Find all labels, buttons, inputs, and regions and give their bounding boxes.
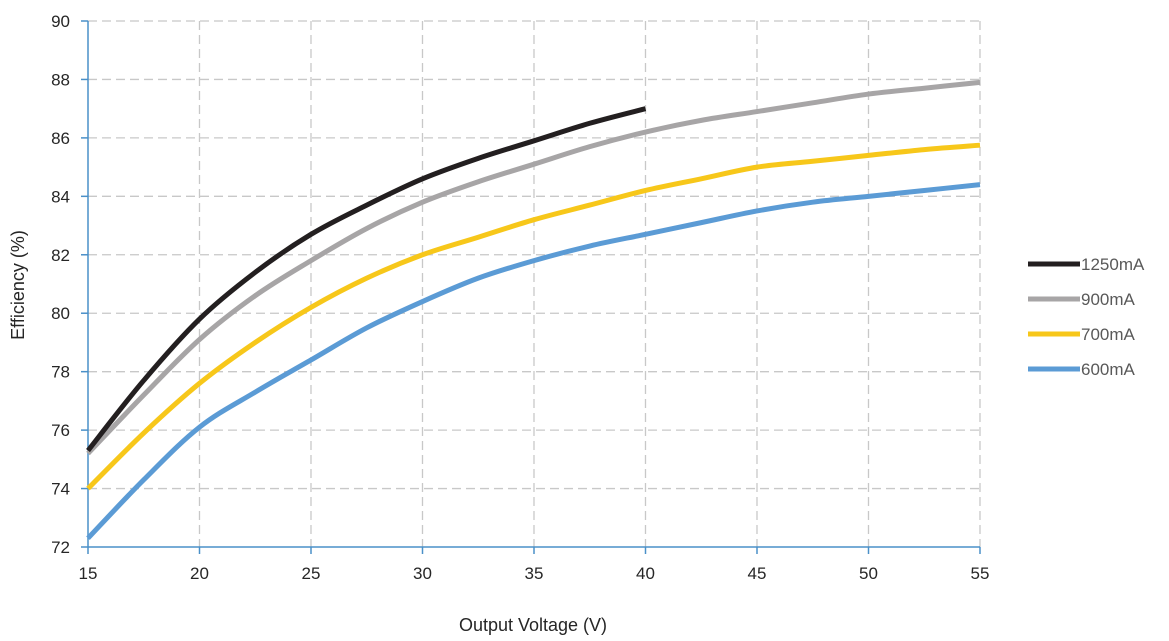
- series-lines: [86, 79, 981, 540]
- x-tick-label: 35: [525, 564, 544, 583]
- axes: [81, 20, 981, 554]
- series-line-600mA: [86, 182, 981, 540]
- y-tick-label: 80: [51, 304, 70, 323]
- gridlines: [88, 20, 981, 547]
- series-line-900mA: [86, 79, 981, 456]
- y-tick-label: 74: [51, 480, 70, 499]
- legend-item: 600mA: [1028, 360, 1136, 379]
- x-tick-label: 55: [971, 564, 990, 583]
- legend-label: 700mA: [1081, 325, 1136, 344]
- y-tick-label: 88: [51, 70, 70, 89]
- y-tick-label: 84: [51, 187, 70, 206]
- legend-label: 900mA: [1081, 290, 1136, 309]
- x-tick-label: 50: [859, 564, 878, 583]
- y-tick-label: 72: [51, 538, 70, 557]
- x-tick-label: 30: [413, 564, 432, 583]
- legend: 1250mA 900mA 700mA 600mA: [1028, 255, 1145, 379]
- x-tick-label: 25: [302, 564, 321, 583]
- x-tick-label: 20: [190, 564, 209, 583]
- x-tick-label: 15: [79, 564, 98, 583]
- y-tick-label: 76: [51, 421, 70, 440]
- y-tick-label: 90: [51, 12, 70, 31]
- y-tick-label: 78: [51, 363, 70, 382]
- x-axis-title: Output Voltage (V): [459, 615, 607, 635]
- y-tick-label: 82: [51, 246, 70, 265]
- y-tick-label: 86: [51, 129, 70, 148]
- legend-label: 1250mA: [1081, 255, 1145, 274]
- legend-label: 600mA: [1081, 360, 1136, 379]
- legend-item: 1250mA: [1028, 255, 1145, 274]
- y-axis-title: Efficiency (%): [8, 230, 28, 340]
- tick-labels: 72 74 76 78 80 82 84 86 88 90 15 20 25 30 35 40 45 50 55: [51, 12, 989, 583]
- x-tick-label: 45: [748, 564, 767, 583]
- series-line-1250mA: [86, 106, 647, 453]
- x-tick-label: 40: [636, 564, 655, 583]
- legend-item: 700mA: [1028, 325, 1136, 344]
- series-line-700mA: [86, 142, 981, 491]
- legend-item: 900mA: [1028, 290, 1136, 309]
